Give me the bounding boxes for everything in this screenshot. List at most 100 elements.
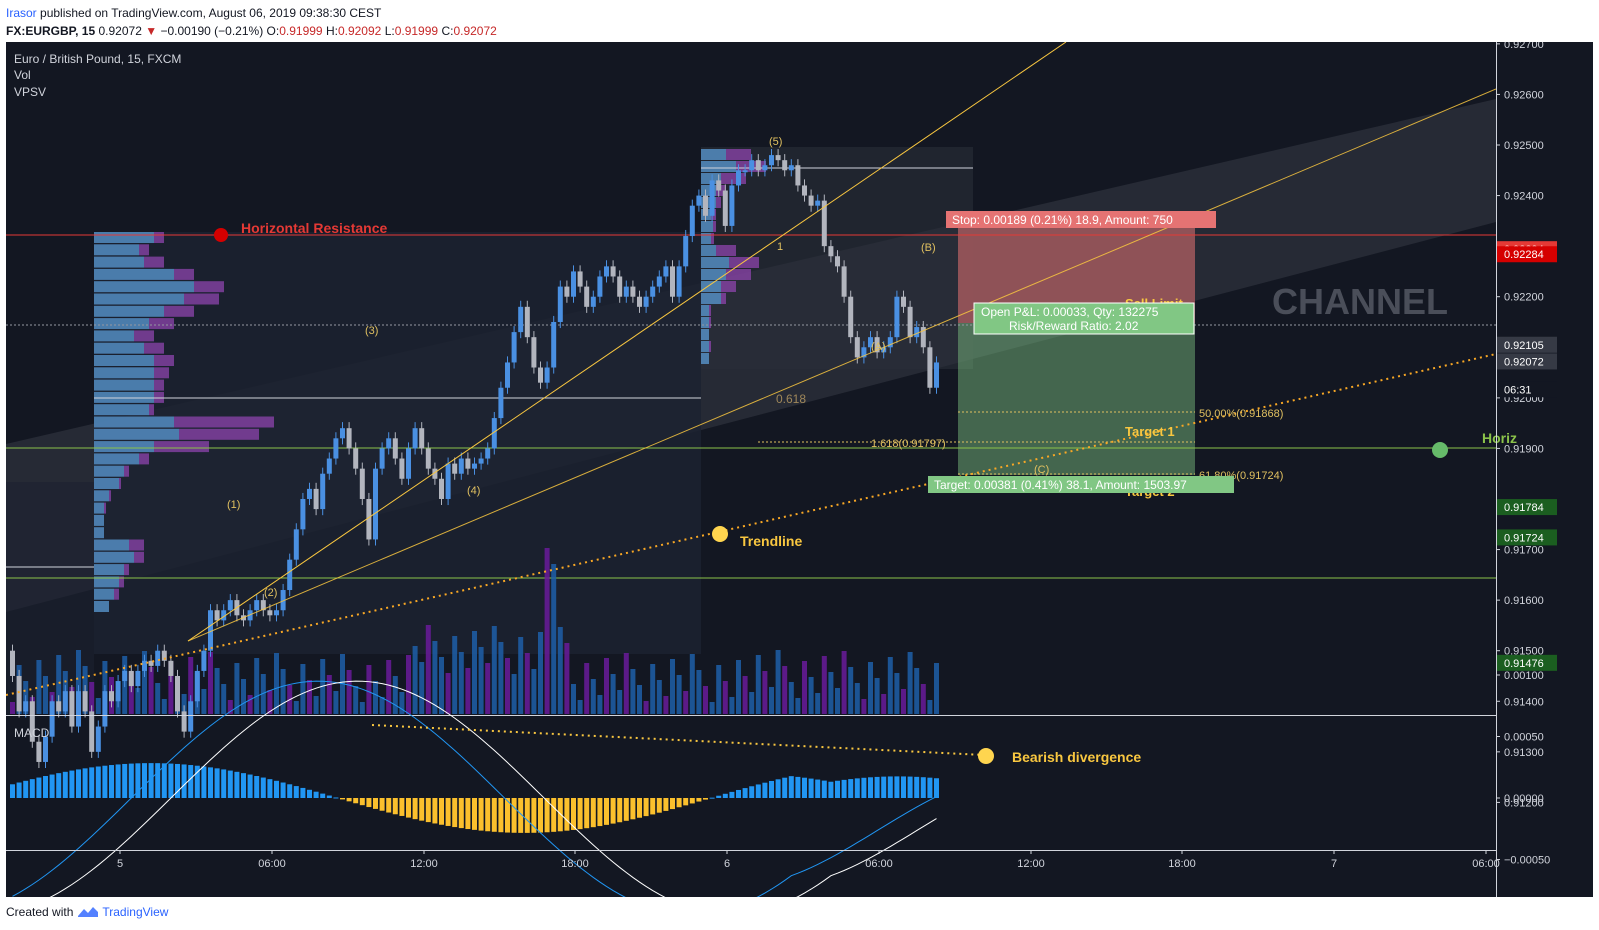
- candle-body: [637, 296, 642, 307]
- profile-bar-down: [716, 197, 721, 208]
- profile-bar-down: [709, 341, 711, 352]
- chart-panel[interactable]: Horizontal Resistance Trendline CHANNEL …: [6, 39, 1593, 916]
- volume-bar: [927, 700, 933, 714]
- profile-bar-down: [144, 342, 164, 354]
- macd-histogram-bar: [610, 798, 616, 824]
- candle-body: [802, 185, 807, 196]
- volume-bar: [544, 548, 550, 714]
- candle-body: [881, 347, 887, 353]
- volume-bar: [458, 652, 464, 714]
- macd-histogram-bar: [280, 782, 286, 798]
- fib-1618-label: 1.618(0.91797): [871, 438, 946, 450]
- candle-body: [293, 529, 299, 560]
- macd-histogram-bar: [214, 768, 220, 798]
- macd-histogram-bar: [656, 798, 662, 813]
- resistance-marker[interactable]: [214, 228, 228, 242]
- profile-bar-down: [154, 355, 174, 366]
- candle-body: [703, 195, 708, 216]
- candle-body: [313, 488, 319, 510]
- volume-bar: [10, 702, 15, 714]
- open-pl-box[interactable]: [973, 302, 1195, 335]
- profile-bar-up: [94, 502, 104, 514]
- target-label-box[interactable]: [928, 476, 1234, 493]
- volume-bar: [914, 668, 920, 714]
- macd-histogram-bar: [300, 787, 306, 798]
- wave-1-label: (1): [227, 499, 240, 511]
- horiz-marker[interactable]: [1432, 442, 1448, 458]
- volume-bar: [247, 695, 253, 714]
- author-link[interactable]: Irasor: [6, 6, 37, 20]
- time-tick-label: 7: [1331, 858, 1337, 870]
- profile-bar-up: [94, 391, 154, 403]
- macd-histogram-bar: [643, 798, 649, 817]
- profile-bar-down: [124, 465, 129, 477]
- candle-body: [69, 691, 75, 727]
- wave-5-label: (5): [769, 136, 782, 148]
- profile-bar-down: [149, 404, 154, 416]
- candle-body: [571, 271, 576, 297]
- candle-body: [115, 681, 121, 702]
- volume-bar: [267, 690, 273, 714]
- macd-histogram-bar: [346, 798, 352, 802]
- profile-bar-down: [139, 244, 149, 256]
- volume-bar: [696, 670, 702, 714]
- macd-histogram-bar: [630, 798, 636, 820]
- volume-bar: [775, 650, 781, 714]
- volume-bar: [505, 658, 510, 714]
- fib-1-label: 1: [777, 241, 783, 253]
- profile-bar-up: [701, 305, 709, 316]
- volume-bar: [841, 651, 847, 714]
- stop-label-box[interactable]: [946, 211, 1216, 228]
- macd-histogram-bar: [835, 780, 840, 798]
- candle-body: [788, 165, 794, 171]
- candle-body: [359, 468, 365, 499]
- profile-bar-down: [184, 293, 219, 305]
- volume-bar: [373, 681, 378, 714]
- macd-histogram-bar: [194, 765, 200, 798]
- macd-histogram-bar: [10, 784, 15, 798]
- profile-bar-up: [701, 233, 711, 244]
- profile-bar-up: [94, 281, 194, 293]
- divergence-line[interactable]: [371, 724, 985, 756]
- macd-histogram-bar: [254, 776, 260, 798]
- volume-bar: [894, 673, 900, 714]
- time-axis[interactable]: 5 06:00 12:00 18:00 6 06:00 12:00 18:00 7 06:00: [117, 850, 1500, 870]
- volume-bar: [590, 679, 596, 714]
- high-label: H:: [325, 24, 338, 38]
- volume-bar: [663, 696, 669, 714]
- volume-bar: [802, 661, 807, 714]
- profile-bar-up: [94, 527, 104, 539]
- macd-histogram-bar: [472, 798, 477, 830]
- risk-reward-label: Risk/Reward Ratio: 2.02: [1009, 319, 1139, 333]
- trend-line-steep[interactable]: [187, 42, 1067, 642]
- volume-bar: [868, 662, 873, 714]
- target-1-label: Target 1: [1125, 424, 1175, 439]
- candle-body: [538, 367, 543, 383]
- profile-bar-up: [701, 161, 736, 172]
- candle-body: [300, 498, 306, 530]
- macd-histogram-bar: [379, 798, 385, 811]
- profile-bar-up: [94, 256, 144, 268]
- candle-body: [267, 610, 273, 616]
- macd-axis[interactable]: 0.00100 0.00050 0.00000 −0.00050: [1496, 670, 1550, 867]
- channel-label: CHANNEL: [1272, 281, 1448, 322]
- trend-line-channel[interactable]: [187, 88, 1496, 642]
- macd-histogram-bar: [62, 771, 68, 798]
- macd-histogram-bar: [386, 798, 392, 813]
- tradingview-brand-link[interactable]: TradingView: [102, 905, 169, 919]
- profile-bar-up: [701, 185, 716, 196]
- low-label: L:: [384, 24, 395, 38]
- volume-bar: [56, 655, 62, 714]
- trendline-dotted[interactable]: [6, 353, 1496, 696]
- macd-histogram-bar: [683, 798, 689, 806]
- chart-canvas[interactable]: Horizontal Resistance Trendline CHANNEL …: [6, 39, 1593, 916]
- profile-bar-up: [701, 317, 709, 328]
- macd-histogram-bar: [452, 798, 458, 828]
- price-tick-label: 0.91300: [1504, 747, 1544, 759]
- divergence-marker[interactable]: [978, 748, 994, 764]
- candle-body: [841, 266, 847, 297]
- price-axis[interactable]: 0.92700 0.92600 0.92500 0.92400 0.92200 0.921…: [1496, 39, 1544, 809]
- trendline-marker[interactable]: [712, 526, 728, 542]
- volume-bar: [703, 686, 708, 714]
- fib-0618-label: 0.618: [776, 392, 806, 406]
